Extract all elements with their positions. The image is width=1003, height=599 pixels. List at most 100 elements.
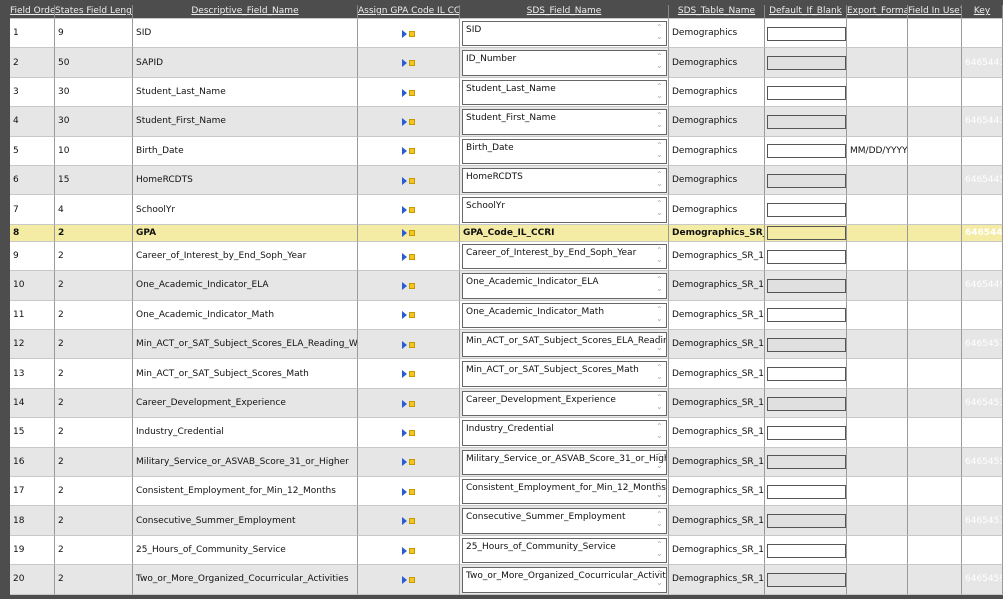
sds-field-input[interactable]: SchoolYr ⌃ ⌄ [462, 197, 667, 223]
scroll-arrows[interactable]: ⌃ ⌄ [656, 363, 663, 382]
assign-arrow[interactable] [402, 370, 407, 379]
assign-arrow[interactable] [402, 575, 407, 584]
assign-arrow[interactable] [402, 399, 407, 408]
sds-field-input[interactable]: Consecutive_Summer_Employment ⌃ ⌄ [462, 508, 667, 534]
default-input[interactable] [767, 85, 846, 100]
assign-icon[interactable] [409, 488, 415, 495]
scroll-arrows[interactable]: ⌃ ⌄ [656, 52, 663, 71]
column-header[interactable]: Key [962, 5, 1003, 19]
default-input[interactable] [767, 226, 846, 241]
sds-field-input[interactable]: Min_ACT_or_SAT_Subject_Scores_ELA_Readin… [462, 332, 667, 358]
assign-icon[interactable] [409, 207, 415, 214]
default-input[interactable] [767, 308, 846, 323]
sds-field-input[interactable]: Student_First_Name ⌃ ⌄ [462, 109, 667, 135]
column-header[interactable]: States Field Length [55, 5, 133, 19]
assign-icon[interactable] [409, 230, 415, 237]
assign-icon[interactable] [409, 30, 415, 37]
sds-field-input[interactable]: Career_of_Interest_by_End_Soph_Year ⌃ ⌄ [462, 243, 667, 270]
default-input[interactable] [767, 249, 846, 264]
default-input[interactable] [767, 572, 846, 587]
assign-icon[interactable] [409, 429, 415, 436]
sds-field-input[interactable]: Consistent_Employment_for_Min_12_Months ⌃… [462, 479, 667, 505]
assign-icon[interactable] [409, 576, 415, 583]
assign-arrow[interactable] [402, 458, 407, 467]
column-header[interactable]: SDS_Table_Name [669, 5, 765, 19]
sds-field-input[interactable]: Min_ACT_or_SAT_Subject_Scores_Math ⌃ ⌄ [462, 361, 667, 387]
assign-arrow[interactable] [402, 252, 407, 261]
assign-icon[interactable] [409, 518, 415, 525]
default-input[interactable] [767, 396, 846, 411]
default-input[interactable] [767, 173, 846, 188]
scroll-arrows[interactable]: ⌃ ⌄ [656, 451, 663, 470]
scroll-arrows[interactable]: ⌃ ⌄ [656, 481, 663, 499]
scroll-arrows[interactable]: ⌃ ⌄ [656, 23, 663, 41]
assign-arrow[interactable] [402, 147, 407, 156]
sds-field-input[interactable]: HomeRCDTS ⌃ ⌄ [462, 168, 667, 194]
assign-icon[interactable] [409, 547, 415, 554]
assign-icon[interactable] [409, 400, 415, 407]
default-input[interactable] [767, 455, 846, 470]
scroll-arrows[interactable]: ⌃ ⌄ [656, 170, 663, 188]
default-input[interactable] [767, 278, 846, 293]
sds-field-input[interactable]: Birth_Date ⌃ ⌄ [462, 138, 667, 164]
scroll-arrows[interactable]: ⌃ ⌄ [656, 111, 663, 130]
assign-arrow[interactable] [402, 517, 407, 526]
scroll-arrows[interactable]: ⌃ ⌄ [656, 334, 663, 352]
default-input[interactable] [767, 203, 846, 218]
sds-field-input[interactable]: One_Academic_Indicator_Math ⌃ ⌄ [462, 302, 667, 328]
scroll-arrows[interactable]: ⌃ ⌄ [656, 392, 663, 411]
assign-icon[interactable] [409, 312, 415, 319]
column-header[interactable]: Default_If_Blank [765, 5, 847, 19]
sds-field-input[interactable]: Military_Service_or_ASVAB_Score_31_or_Hi… [462, 449, 667, 475]
assign-icon[interactable] [409, 341, 415, 348]
assign-arrow[interactable] [402, 428, 407, 437]
default-input[interactable] [767, 543, 846, 558]
assign-icon[interactable] [409, 253, 415, 260]
assign-arrow[interactable] [402, 59, 407, 68]
assign-arrow[interactable] [402, 311, 407, 320]
default-input[interactable] [767, 367, 846, 382]
scroll-arrows[interactable]: ⌃ ⌄ [656, 304, 663, 323]
assign-icon[interactable] [409, 89, 415, 96]
sds-field-input[interactable]: Industry_Credential ⌃ ⌄ [462, 420, 667, 446]
scroll-arrows[interactable]: ⌃ ⌄ [656, 275, 663, 294]
sds-field-input[interactable]: Two_or_More_Organized_Cocurricular_Activ… [462, 567, 667, 593]
scroll-arrows[interactable]: ⌃ ⌄ [656, 245, 663, 264]
assign-icon[interactable] [409, 282, 415, 289]
default-input[interactable] [767, 425, 846, 440]
column-header[interactable]: Export_Format [847, 5, 908, 19]
assign-icon[interactable] [409, 459, 415, 466]
column-header[interactable]: Field Order [10, 5, 55, 19]
scroll-arrows[interactable]: ⌃ ⌄ [656, 422, 663, 441]
sds-field-input[interactable]: SID ⌃ ⌄ [462, 21, 667, 47]
assign-arrow[interactable] [402, 340, 407, 349]
assign-icon[interactable] [409, 148, 415, 155]
assign-arrow[interactable] [402, 176, 407, 185]
sds-field-input[interactable]: Career_Development_Experience ⌃ ⌄ [462, 390, 667, 417]
assign-icon[interactable] [409, 371, 415, 378]
assign-icon[interactable] [409, 60, 415, 67]
assign-arrow[interactable] [402, 487, 407, 496]
scroll-arrows[interactable]: ⌃ ⌄ [656, 199, 663, 218]
assign-icon[interactable] [409, 118, 415, 125]
default-input[interactable] [767, 337, 846, 352]
sds-field-input[interactable]: Student_Last_Name ⌃ ⌄ [462, 79, 667, 106]
default-input[interactable] [767, 144, 846, 159]
assign-arrow[interactable] [402, 206, 407, 215]
scroll-arrows[interactable]: ⌃ ⌄ [656, 81, 663, 100]
assign-arrow[interactable] [402, 281, 407, 290]
assign-icon[interactable] [409, 177, 415, 184]
default-input[interactable] [767, 484, 846, 499]
column-header[interactable]: SDS_Field_Name [460, 5, 669, 19]
column-header[interactable]: Assign GPA Code IL CCRI [358, 5, 460, 19]
sds-field-input[interactable]: ID_Number ⌃ ⌄ [462, 50, 667, 76]
default-input[interactable] [767, 26, 846, 41]
assign-arrow[interactable] [402, 117, 407, 126]
scroll-arrows[interactable]: ⌃ ⌄ [656, 539, 663, 558]
assign-arrow[interactable] [402, 546, 407, 555]
assign-arrow[interactable] [402, 229, 407, 238]
default-input[interactable] [767, 56, 846, 71]
default-input[interactable] [767, 514, 846, 529]
assign-arrow[interactable] [402, 88, 407, 97]
assign-arrow[interactable] [402, 29, 407, 38]
